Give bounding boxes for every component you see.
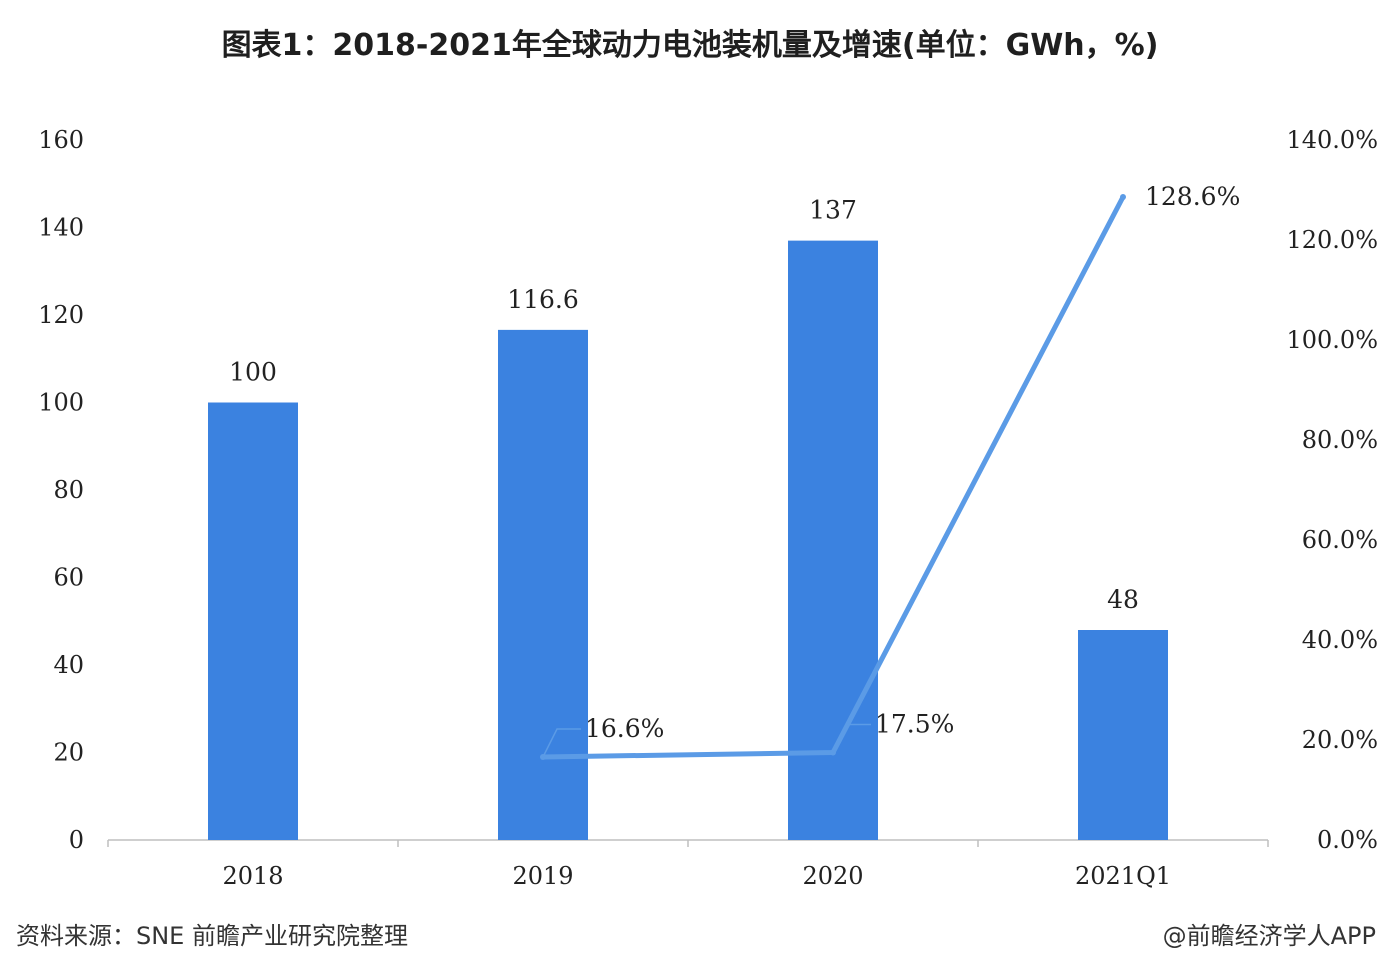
y-left-tick-label: 140 bbox=[38, 214, 84, 242]
y-left-tick-label: 160 bbox=[38, 126, 84, 154]
x-category-label: 2019 bbox=[512, 862, 573, 890]
growth-label-leader bbox=[542, 728, 581, 758]
y-left-tick-label: 40 bbox=[53, 651, 84, 679]
growth-label-leader bbox=[832, 723, 871, 753]
x-category-label: 2020 bbox=[802, 862, 863, 890]
bar bbox=[788, 240, 878, 840]
y-left-tick-label: 20 bbox=[53, 739, 84, 767]
bar bbox=[498, 329, 588, 840]
bar-value-label: 116.6 bbox=[507, 285, 579, 314]
x-category-label: 2018 bbox=[222, 862, 283, 890]
growth-value-label: 128.6% bbox=[1145, 182, 1240, 211]
bar bbox=[208, 402, 298, 840]
bar bbox=[1078, 630, 1168, 840]
y-right-tick-label: 80.0% bbox=[1302, 426, 1378, 454]
credit-note: @前瞻经济学人APP bbox=[1162, 922, 1376, 950]
bar-value-label: 48 bbox=[1107, 585, 1139, 614]
y-right-tick-label: 120.0% bbox=[1286, 226, 1378, 254]
y-right-tick-label: 0.0% bbox=[1317, 826, 1378, 854]
bar-value-label: 137 bbox=[809, 196, 857, 225]
growth-value-label: 16.6% bbox=[585, 714, 664, 743]
y-left-tick-label: 60 bbox=[53, 564, 84, 592]
y-right-tick-label: 60.0% bbox=[1302, 526, 1378, 554]
y-left-tick-label: 100 bbox=[38, 389, 84, 417]
y-left-tick-label: 80 bbox=[53, 476, 84, 504]
growth-value-label: 17.5% bbox=[875, 710, 954, 739]
chart-title: 图表1：2018-2021年全球动力电池装机量及增速(单位：GWh，%) bbox=[221, 28, 1159, 63]
source-note: 资料来源：SNE 前瞻产业研究院整理 bbox=[16, 922, 408, 950]
x-category-label: 2021Q1 bbox=[1075, 862, 1171, 890]
y-left-tick-label: 120 bbox=[38, 301, 84, 329]
y-right-tick-label: 100.0% bbox=[1286, 326, 1378, 354]
y-left-tick-label: 0 bbox=[69, 826, 84, 854]
y-right-tick-label: 20.0% bbox=[1302, 726, 1378, 754]
y-right-tick-label: 40.0% bbox=[1302, 626, 1378, 654]
y-right-tick-label: 140.0% bbox=[1286, 126, 1378, 154]
growth-point bbox=[1120, 194, 1126, 200]
bar-value-label: 100 bbox=[229, 358, 277, 387]
